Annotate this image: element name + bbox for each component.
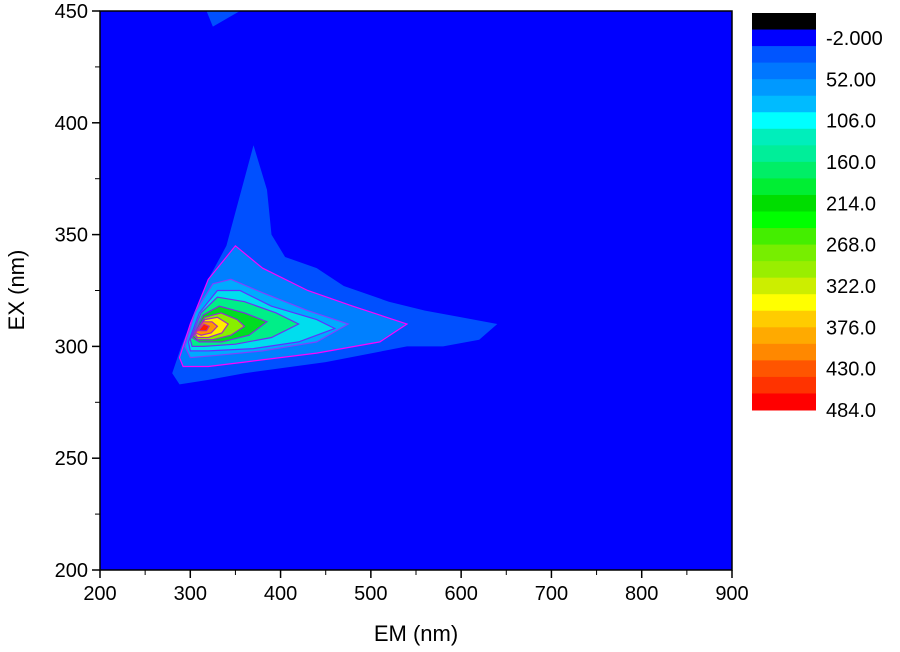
colorbar-label-7: 376.0	[826, 317, 876, 339]
plot-background	[100, 11, 732, 570]
contour-line-8	[194, 321, 219, 336]
colorbar-swatch-12	[752, 211, 816, 229]
colorbar-swatch-17	[752, 294, 816, 312]
colorbar-swatch-9	[752, 161, 816, 179]
colorbar-label-4: 214.0	[826, 193, 876, 215]
colorbar-swatch-21	[752, 360, 816, 378]
contour-line-9	[197, 323, 211, 332]
colorbar-label-2: 106.0	[826, 111, 876, 133]
x-tick-label-7: 900	[715, 583, 748, 605]
contour-line-2	[184, 278, 350, 359]
colorbar-swatch-8	[752, 145, 816, 163]
colorbar-label-6: 322.0	[826, 276, 876, 298]
x-tick-label-6: 800	[625, 583, 658, 605]
y-tick-label-4: 400	[55, 113, 88, 135]
x-axis: 200 300 400 500 600 700 800 900	[83, 570, 749, 605]
colorbar-swatch-5	[752, 95, 816, 113]
y-axis-label: EX (nm)	[4, 250, 29, 331]
colorbar-label-1: 52.00	[826, 69, 876, 91]
contour-line-4	[189, 296, 300, 347]
colorbar-swatch-15	[752, 261, 816, 279]
contour-line-3	[187, 289, 337, 352]
colorbar-swatch-3	[752, 62, 816, 80]
colorbar-swatch-14	[752, 244, 816, 262]
contour-region-top-edge	[206, 11, 240, 27]
colorbar-label-9: 484.0	[826, 400, 876, 422]
x-tick-label-1: 300	[174, 583, 207, 605]
y-tick-label-0: 200	[55, 560, 88, 582]
colorbar-label-0: -2.000	[826, 28, 883, 50]
colorbar-swatch-20	[752, 343, 816, 361]
colorbar-swatch-0	[752, 13, 816, 31]
contour-lines	[178, 244, 409, 368]
colorbar-swatch-13	[752, 228, 816, 246]
y-axis: 200 250 300 350 400 450	[55, 1, 100, 582]
contour-line-6	[193, 312, 246, 341]
x-tick-label-2: 400	[264, 583, 297, 605]
colorbar-swatch-16	[752, 277, 816, 295]
y-tick-label-5: 450	[55, 1, 88, 23]
colorbar-swatch-18	[752, 310, 816, 328]
contour-line-1	[178, 244, 409, 368]
colorbar-swatch-2	[752, 46, 816, 64]
y-tick-label-3: 350	[55, 225, 88, 247]
y-tick-label-2: 300	[55, 336, 88, 358]
colorbar-swatch-6	[752, 112, 816, 130]
colorbar-swatch-19	[752, 327, 816, 345]
colorbar-swatch-7	[752, 128, 816, 146]
colorbar-label-5: 268.0	[826, 235, 876, 257]
colorbar-swatch-11	[752, 194, 816, 212]
colorbar-swatch-22	[752, 376, 816, 394]
x-tick-label-0: 200	[83, 583, 116, 605]
contour-fills	[172, 11, 498, 385]
x-tick-label-3: 500	[354, 583, 387, 605]
x-tick-label-5: 700	[535, 583, 568, 605]
colorbar-label-3: 160.0	[826, 152, 876, 174]
contour-line-7	[194, 316, 230, 339]
colorbar-swatch-4	[752, 79, 816, 97]
x-axis-label: EM (nm)	[374, 621, 458, 646]
colorbar-swatch-23	[752, 393, 816, 411]
colorbar-label-8: 430.0	[826, 359, 876, 381]
y-tick-label-1: 250	[55, 448, 88, 470]
colorbar-swatch-1	[752, 29, 816, 47]
colorbar-legend: -2.000 52.00 106.0 160.0 214.0 268.0 322.0 376.…	[752, 13, 883, 422]
x-tick-label-4: 600	[444, 583, 477, 605]
colorbar-swatch-10	[752, 178, 816, 196]
contour-line-5	[191, 305, 269, 343]
